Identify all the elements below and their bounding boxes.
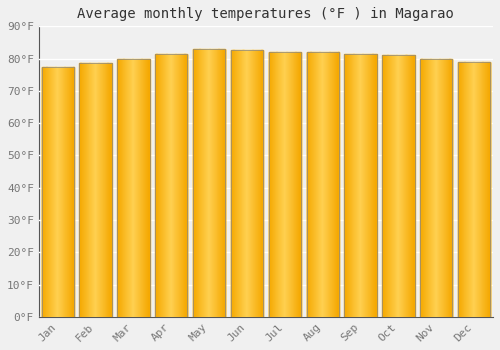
Bar — [269, 52, 301, 317]
Bar — [458, 62, 490, 317]
Bar — [382, 55, 414, 317]
Bar — [344, 54, 376, 317]
Bar — [231, 50, 263, 317]
Bar — [118, 58, 150, 317]
Bar — [420, 58, 452, 317]
Bar — [306, 52, 339, 317]
Bar — [80, 63, 112, 317]
Bar — [193, 49, 225, 317]
Title: Average monthly temperatures (°F ) in Magarao: Average monthly temperatures (°F ) in Ma… — [78, 7, 454, 21]
Bar — [155, 54, 188, 317]
Bar — [42, 66, 74, 317]
